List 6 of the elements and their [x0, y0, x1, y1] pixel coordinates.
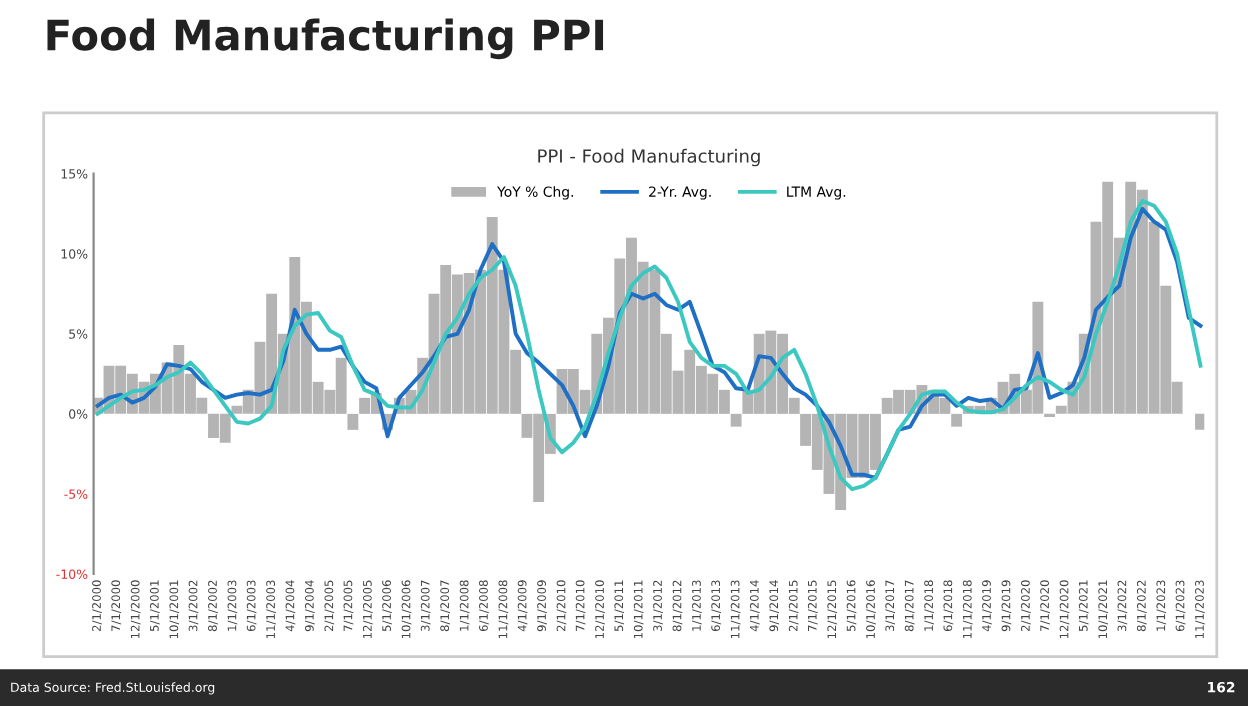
bar	[347, 413, 359, 430]
bar	[1195, 413, 1205, 430]
bar	[951, 413, 963, 427]
bar	[730, 413, 742, 427]
chart-subtitle: PPI - Food Manufacturing	[538, 148, 760, 167]
chart-title: Food Manufacturing PPI	[47, 18, 604, 60]
